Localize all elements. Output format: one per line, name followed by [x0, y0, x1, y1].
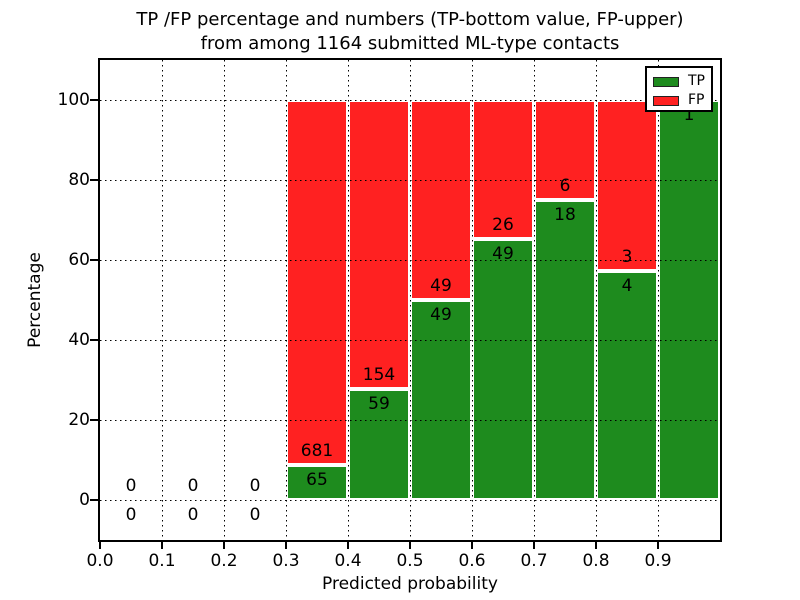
- x-tick-label: 0.3: [272, 551, 300, 571]
- x-tick-mark: [223, 542, 225, 549]
- legend: TP FP: [645, 66, 713, 112]
- x-tick-label: 0.2: [210, 551, 238, 571]
- y-tick-mark: [90, 99, 98, 101]
- fp-bar-segment: [596, 100, 658, 272]
- fp-count-label: 681: [300, 441, 334, 462]
- y-tick-mark: [90, 499, 98, 501]
- x-tick-mark: [161, 542, 163, 549]
- x-tick-label: 0.8: [582, 551, 610, 571]
- x-tick-mark: [285, 542, 287, 549]
- y-tick-label: 40: [68, 330, 90, 350]
- fp-count-label: 49: [430, 276, 452, 296]
- tp-count-label: 0: [187, 505, 199, 525]
- tp-count-label: 49: [492, 243, 514, 264]
- y-tick-mark: [90, 419, 98, 421]
- x-tick-label: 0.6: [458, 551, 486, 571]
- y-tick-label: 20: [68, 410, 90, 430]
- fp-count-label: 0: [125, 476, 137, 496]
- gridline-vertical: [347, 60, 349, 540]
- tp-bar-segment: [658, 100, 720, 500]
- tp-color-swatch: [653, 76, 679, 87]
- tp-bar-segment: [348, 389, 410, 500]
- tp-count-label: 4: [621, 276, 633, 297]
- x-tick-mark: [99, 542, 101, 549]
- tp-bar-segment: [534, 200, 596, 500]
- tp-count-label: 18: [554, 205, 576, 225]
- fp-count-label: 154: [362, 365, 396, 386]
- gridline-vertical: [285, 60, 287, 540]
- gridline-vertical: [657, 60, 659, 540]
- y-tick-mark: [90, 339, 98, 341]
- fp-count-label: 0: [249, 476, 261, 496]
- x-tick-label: 0.0: [86, 551, 114, 571]
- x-tick-label: 0.9: [644, 551, 672, 571]
- tp-count-label: 0: [249, 505, 261, 525]
- fp-count-label: 26: [492, 214, 514, 235]
- tp-count-label: 59: [368, 394, 390, 415]
- gridline-vertical: [409, 60, 411, 540]
- x-axis-label: Predicted probability: [322, 574, 498, 594]
- tp-bar-segment: [596, 271, 658, 500]
- fp-bar-segment: [348, 100, 410, 390]
- legend-label-tp: TP: [688, 73, 705, 89]
- tp-count-label: 1: [683, 105, 695, 125]
- tp-bar-segment: [410, 300, 472, 500]
- chart-title-line1: TP /FP percentage and numbers (TP-bottom…: [136, 9, 684, 30]
- gridline-vertical: [471, 60, 473, 540]
- fp-count-label: 3: [621, 247, 633, 268]
- y-tick-label: 80: [68, 170, 90, 190]
- tp-count-label: 49: [430, 305, 452, 325]
- x-tick-mark: [533, 542, 535, 549]
- fp-count-label: 0: [187, 476, 199, 496]
- y-tick-label: 60: [68, 250, 90, 270]
- fp-bar-segment: [534, 100, 596, 200]
- tp-count-label: 65: [306, 470, 328, 491]
- gridline-vertical: [161, 60, 163, 540]
- fp-color-swatch: [653, 95, 679, 106]
- x-tick-label: 0.5: [396, 551, 424, 571]
- chart-title: TP /FP percentage and numbers (TP-bottom…: [100, 8, 720, 56]
- y-tick-mark: [90, 259, 98, 261]
- fp-bar-segment: [410, 100, 472, 300]
- legend-label-fp: FP: [688, 92, 705, 108]
- x-tick-mark: [347, 542, 349, 549]
- x-tick-mark: [657, 542, 659, 549]
- fp-bar-segment: [286, 100, 348, 466]
- tp-bar-segment: [286, 465, 348, 500]
- x-tick-label: 0.1: [148, 551, 176, 571]
- legend-entry-tp: TP: [653, 74, 707, 89]
- gridline-vertical: [223, 60, 225, 540]
- y-tick-mark: [90, 179, 98, 181]
- tp-bar-segment: [472, 238, 534, 500]
- gridline-vertical: [533, 60, 535, 540]
- x-tick-label: 0.7: [520, 551, 548, 571]
- x-tick-mark: [471, 542, 473, 549]
- fp-bar-segment: [472, 100, 534, 239]
- x-tick-label: 0.4: [334, 551, 362, 571]
- x-tick-mark: [409, 542, 411, 549]
- fp-count-label: 6: [559, 176, 571, 196]
- gridline-vertical: [595, 60, 597, 540]
- y-tick-label: 0: [79, 490, 90, 510]
- legend-entry-fp: FP: [653, 93, 707, 108]
- tp-count-label: 0: [125, 505, 137, 525]
- y-axis-label: Percentage: [25, 252, 45, 348]
- chart-title-line2: from among 1164 submitted ML-type contac…: [200, 33, 620, 54]
- x-tick-mark: [595, 542, 597, 549]
- y-tick-label: 100: [57, 90, 90, 110]
- plot-area: 0 20 40 60 80 100 0.0 0.1 0.2 0.3 0.4 0.5 0.6 0.7 0.8 0…: [58, 58, 722, 571]
